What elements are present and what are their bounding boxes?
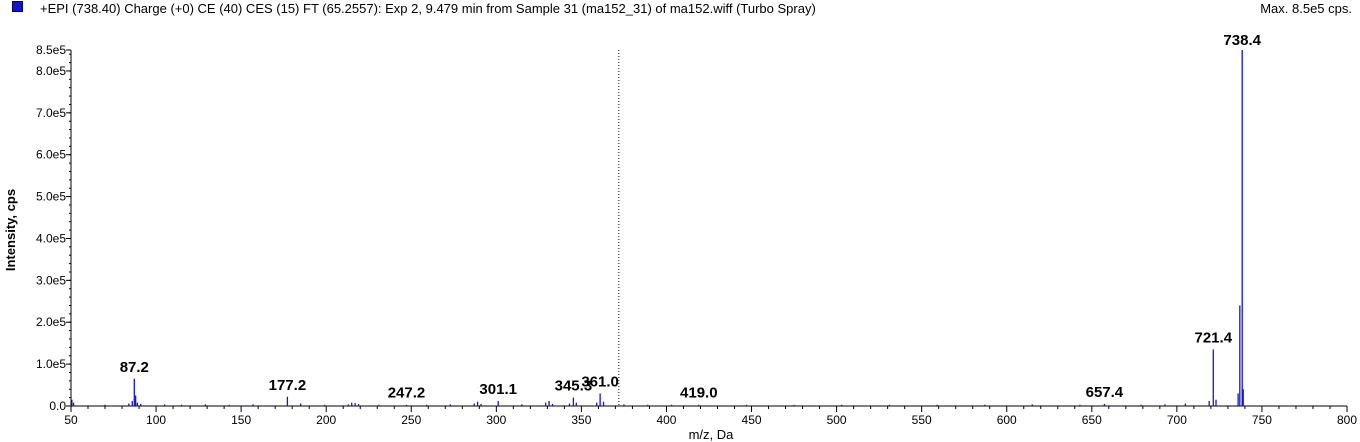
- y-tick-label: 1.0e5: [36, 357, 66, 371]
- x-tick-label: 200: [316, 413, 336, 427]
- series-legend-swatch: [12, 1, 23, 12]
- x-tick-label: 600: [997, 413, 1017, 427]
- x-tick-label: 50: [64, 413, 78, 427]
- chart-title: +EPI (738.40) Charge (+0) CE (40) CES (1…: [40, 1, 816, 16]
- y-tick-label: 8.0e5: [36, 64, 66, 78]
- x-tick-label: 250: [401, 413, 421, 427]
- y-tick-label: 3.0e5: [36, 273, 66, 287]
- x-tick-label: 750: [1252, 413, 1272, 427]
- x-tick-label: 800: [1337, 413, 1357, 427]
- x-tick-label: 300: [486, 413, 506, 427]
- x-tick-label: 150: [231, 413, 251, 427]
- x-tick-label: 450: [742, 413, 762, 427]
- y-axis-label: Intensity, cps: [3, 189, 18, 271]
- x-tick-label: 700: [1167, 413, 1187, 427]
- x-tick-label: 550: [912, 413, 932, 427]
- peak-label: 738.4: [1223, 32, 1261, 49]
- x-tick-label: 650: [1082, 413, 1102, 427]
- peak-label: 419.0: [680, 385, 718, 402]
- y-tick-label: 6.0e5: [36, 148, 66, 162]
- x-tick-label: 500: [827, 413, 847, 427]
- y-tick-label: 5.0e5: [36, 190, 66, 204]
- peak-label: 87.2: [120, 359, 149, 376]
- peak-label: 657.4: [1086, 384, 1124, 401]
- y-tick-label: 4.0e5: [36, 231, 66, 245]
- peak-label: 177.2: [269, 377, 307, 394]
- chart-header: +EPI (738.40) Charge (+0) CE (40) CES (1…: [0, 0, 1360, 20]
- y-tick-label: 7.0e5: [36, 106, 66, 120]
- x-tick-label: 100: [146, 413, 166, 427]
- y-tick-label: 2.0e5: [36, 315, 66, 329]
- x-tick-label: 350: [571, 413, 591, 427]
- peak-label: 247.2: [388, 385, 426, 402]
- peak-label: 345.3: [555, 378, 593, 395]
- peak-label: 361.0: [581, 373, 619, 390]
- y-tick-label: 8.5e5: [36, 43, 66, 57]
- peak-label: 301.1: [479, 381, 517, 398]
- x-axis-label: m/z, Da: [689, 427, 735, 442]
- y-tick-label: 0.0: [49, 399, 66, 413]
- peak-label: 721.4: [1195, 329, 1233, 346]
- x-tick-label: 400: [656, 413, 676, 427]
- max-intensity-label: Max. 8.5e5 cps.: [1260, 1, 1352, 16]
